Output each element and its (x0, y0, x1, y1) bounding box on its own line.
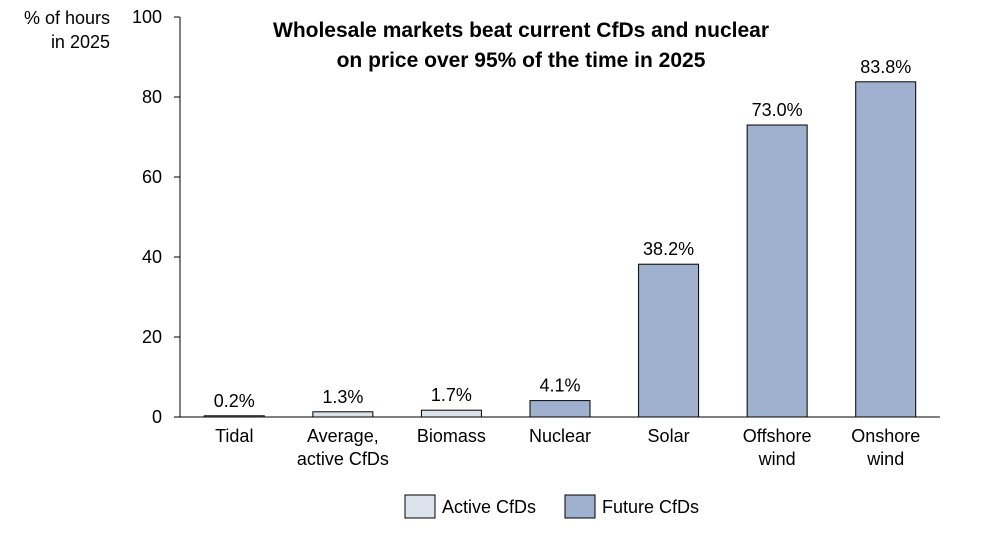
bar-value-label: 38.2% (643, 239, 694, 259)
bar-value-label: 1.7% (431, 385, 472, 405)
bar-value-label: 83.8% (860, 57, 911, 77)
x-category-label: Offshore (743, 426, 812, 446)
y-axis-label-line: in 2025 (51, 32, 110, 52)
bar-value-label: 73.0% (752, 100, 803, 120)
x-category-label: Onshore (851, 426, 920, 446)
chart-title-line: Wholesale markets beat current CfDs and … (273, 19, 769, 42)
legend-swatch (404, 494, 436, 519)
x-category-label: Nuclear (529, 426, 591, 446)
x-category-label: Biomass (417, 426, 486, 446)
y-tick-label: 60 (142, 167, 162, 187)
y-tick-label: 20 (142, 327, 162, 347)
bar (529, 400, 591, 418)
chart-title-line: on price over 95% of the time in 2025 (337, 49, 706, 72)
y-tick-label: 0 (152, 407, 162, 427)
y-tick-label: 80 (142, 87, 162, 107)
x-category-label: Solar (648, 426, 690, 446)
x-category-label: active CfDs (297, 449, 389, 469)
y-axis-label-line: % of hours (24, 8, 110, 28)
legend-label: Future CfDs (602, 497, 699, 517)
x-category-label: wind (866, 449, 904, 469)
bar (638, 263, 700, 418)
x-category-label: Tidal (215, 426, 253, 446)
bar-value-label: 4.1% (539, 376, 580, 396)
bar-value-label: 0.2% (214, 391, 255, 411)
x-category-label: wind (758, 449, 796, 469)
y-tick-label: 40 (142, 247, 162, 267)
bar (420, 409, 482, 418)
legend-swatch (564, 494, 596, 519)
y-tick-label: 100 (132, 7, 162, 27)
legend-label: Active CfDs (442, 497, 536, 517)
x-category-label: Average, (307, 426, 379, 446)
bar (855, 81, 917, 418)
bar (312, 411, 374, 418)
bar (746, 124, 808, 418)
bar-value-label: 1.3% (322, 387, 363, 407)
